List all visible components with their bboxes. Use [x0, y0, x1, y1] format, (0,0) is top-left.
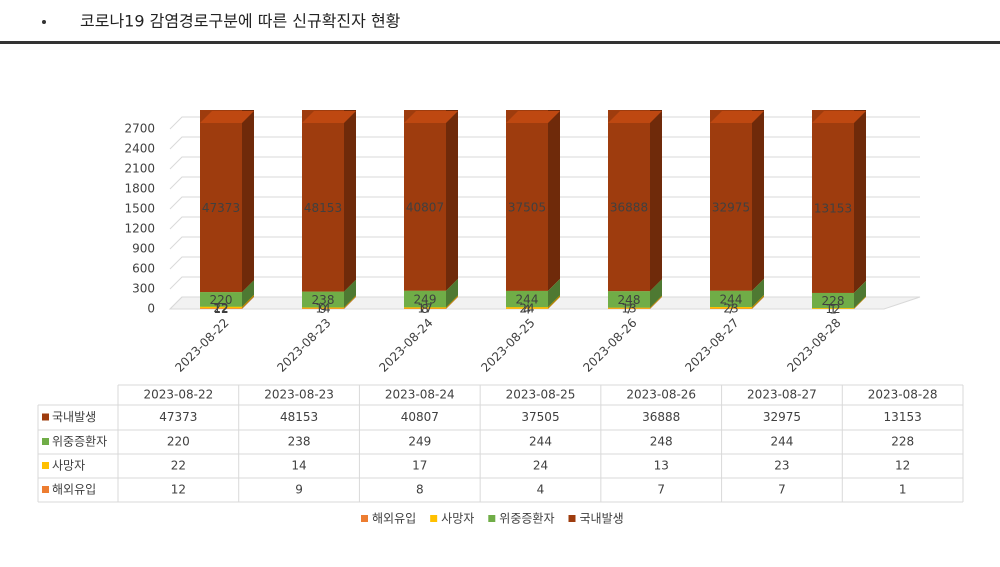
- table-cell: 40807: [401, 410, 439, 424]
- legend-key: [361, 515, 368, 522]
- data-label: 228: [822, 294, 845, 308]
- legend-label: 위중증환자: [499, 512, 554, 526]
- table-legend-key: [42, 438, 49, 445]
- table-cell: 24: [533, 459, 548, 473]
- legend-label: 사망자: [441, 512, 474, 526]
- table-header: 2023-08-23: [264, 388, 334, 402]
- table-cell: 14: [291, 459, 306, 473]
- y-tick-label: 1800: [124, 182, 155, 196]
- y-tick-label: 1500: [124, 202, 155, 216]
- y-tick-label: 0: [147, 302, 155, 316]
- y-tick-label: 2400: [124, 142, 155, 156]
- y-tick-label: 2100: [124, 162, 155, 176]
- table-header: 2023-08-27: [747, 388, 817, 402]
- table-cell: 228: [891, 435, 914, 449]
- y-tick-label: 2700: [124, 122, 155, 136]
- bullet: [42, 20, 46, 24]
- data-label: 37505: [508, 200, 546, 214]
- table-cell: 249: [408, 435, 431, 449]
- data-label: 47373: [202, 201, 240, 215]
- table-header: 2023-08-26: [626, 388, 696, 402]
- table-cell: 37505: [521, 410, 559, 424]
- title-rule: [0, 41, 1000, 44]
- legend-key: [488, 515, 495, 522]
- table-cell: 7: [657, 483, 665, 497]
- legend-key: [430, 515, 437, 522]
- x-tick-label: 2023-08-25: [478, 316, 537, 375]
- table-row-label: 사망자: [52, 459, 85, 473]
- data-label: 249: [414, 293, 437, 307]
- table-header: 2023-08-22: [143, 388, 213, 402]
- table-cell: 13: [654, 459, 669, 473]
- data-label: 248: [618, 293, 641, 307]
- y-tick-label: 600: [132, 262, 155, 276]
- table-legend-key: [42, 414, 49, 421]
- table-legend-key: [42, 462, 49, 469]
- table-cell: 248: [650, 435, 673, 449]
- data-label: 244: [516, 293, 539, 307]
- table-cell: 13153: [884, 410, 922, 424]
- y-tick-label: 1200: [124, 222, 155, 236]
- y-tick-label: 900: [132, 242, 155, 256]
- table-cell: 9: [295, 483, 303, 497]
- table-cell: 12: [171, 483, 186, 497]
- table-row-label: 해외유입: [52, 483, 96, 497]
- table-cell: 1: [899, 483, 907, 497]
- x-tick-label: 2023-08-28: [784, 316, 843, 375]
- table-cell: 22: [171, 459, 186, 473]
- data-label: 13153: [814, 201, 852, 215]
- data-label: 40807: [406, 200, 444, 214]
- table-row-label: 국내발생: [52, 410, 96, 424]
- x-tick-label: 2023-08-24: [376, 316, 435, 375]
- table-header: 2023-08-28: [868, 388, 938, 402]
- legend-key: [569, 515, 576, 522]
- table-cell: 48153: [280, 410, 318, 424]
- legend-label: 국내발생: [580, 512, 624, 526]
- x-tick-label: 2023-08-23: [274, 316, 333, 375]
- table-cell: 220: [167, 435, 190, 449]
- legend-label: 해외유입: [372, 512, 416, 526]
- data-label: 32975: [712, 200, 750, 214]
- data-label: 244: [720, 292, 743, 306]
- table-cell: 12: [895, 459, 910, 473]
- table-cell: 7: [778, 483, 786, 497]
- chart-title: 코로나19 감염경로구분에 따른 신규확진자 현황: [80, 12, 401, 31]
- table-cell: 244: [770, 435, 793, 449]
- x-tick-label: 2023-08-26: [580, 316, 639, 375]
- table-row-label: 위중증환자: [52, 435, 107, 449]
- table-cell: 23: [774, 459, 789, 473]
- data-label: 48153: [304, 201, 342, 215]
- table-cell: 32975: [763, 410, 801, 424]
- data-label: 238: [312, 293, 335, 307]
- data-label: 220: [210, 293, 233, 307]
- table-legend-key: [42, 486, 49, 493]
- table-cell: 36888: [642, 410, 680, 424]
- table-cell: 47373: [159, 410, 197, 424]
- x-tick-label: 2023-08-22: [172, 316, 231, 375]
- table-cell: 4: [537, 483, 545, 497]
- table-cell: 238: [288, 435, 311, 449]
- data-label: 36888: [610, 201, 648, 215]
- table-cell: 17: [412, 459, 427, 473]
- table-cell: 244: [529, 435, 552, 449]
- table-header: 2023-08-25: [506, 388, 576, 402]
- y-tick-label: 300: [132, 282, 155, 296]
- table-cell: 8: [416, 483, 424, 497]
- table-header: 2023-08-24: [385, 388, 455, 402]
- x-tick-label: 2023-08-27: [682, 316, 741, 375]
